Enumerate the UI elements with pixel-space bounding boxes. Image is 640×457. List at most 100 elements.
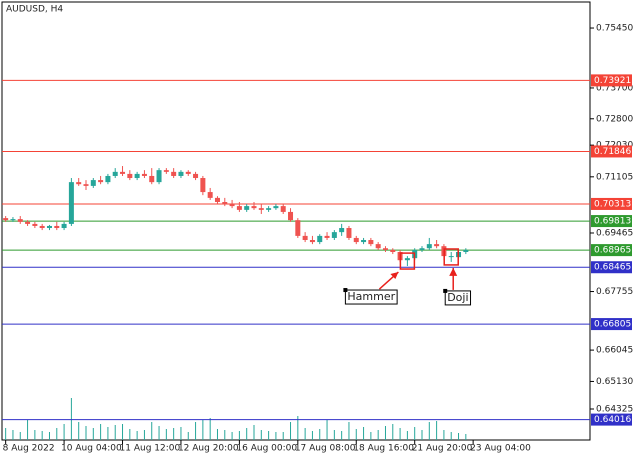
candle-body: [32, 223, 38, 226]
candle-body: [61, 223, 67, 229]
pattern-label-box: [344, 289, 398, 305]
arrow-head: [390, 272, 399, 280]
candle-body: [353, 237, 359, 243]
candle-body: [222, 201, 228, 205]
candle-body: [185, 171, 191, 174]
level-label-box: [591, 145, 632, 158]
candle-body: [375, 244, 381, 249]
candle-body: [368, 240, 374, 245]
candle-body: [463, 249, 469, 252]
candle-body: [229, 204, 235, 207]
arrow-head: [449, 267, 458, 276]
pattern-box: [399, 252, 416, 270]
candle-body: [156, 170, 162, 183]
candle-body: [288, 211, 294, 221]
candle-body: [141, 173, 147, 176]
y-tick-label: 0.65130: [596, 377, 633, 387]
x-tick-label: 16 Aug 00:00: [236, 444, 297, 454]
candle-body: [339, 228, 345, 233]
candle-body: [244, 206, 250, 210]
candle-body: [98, 180, 104, 183]
x-tick-label: 11 Aug 12:00: [120, 444, 181, 454]
candle-body: [39, 225, 45, 229]
level-label-box: [591, 318, 632, 331]
level-label: 0.70313: [594, 199, 631, 209]
candle-body: [171, 171, 177, 176]
candle-body: [214, 197, 220, 202]
anchor-dot: [343, 288, 348, 293]
candle-body: [273, 206, 279, 209]
level-label-box: [591, 74, 632, 87]
x-tick-label: 18 Aug 16:00: [353, 444, 414, 454]
y-tick-label: 0.72800: [596, 114, 633, 124]
y-tick-label: 0.64325: [596, 405, 633, 415]
chart-title: AUDUSD, H4: [6, 5, 63, 15]
y-tick-label: 0.66045: [596, 346, 633, 356]
level-label-box: [591, 413, 632, 426]
candle-body: [258, 208, 264, 210]
candle-body: [251, 206, 257, 209]
x-tick-label: 21 Aug 20:00: [412, 444, 473, 454]
candle-body: [127, 173, 133, 179]
level-label: 0.68465: [594, 263, 631, 273]
y-tick-label: 0.69465: [596, 228, 633, 238]
candle-body: [112, 171, 118, 176]
candle-body: [149, 175, 155, 183]
candle-body: [434, 244, 440, 247]
level-label: 0.66805: [594, 320, 631, 330]
candle-body: [3, 218, 9, 221]
x-tick-label: 10 Aug 04:00: [61, 444, 122, 454]
pattern-label: Doji: [447, 291, 468, 304]
candle-body: [317, 235, 323, 243]
candle-body: [236, 206, 242, 210]
level-label-box: [591, 244, 632, 257]
level-label: 0.73921: [594, 76, 631, 86]
candle-body: [266, 208, 272, 210]
level-label: 0.64016: [594, 415, 631, 425]
candle-body: [346, 228, 352, 238]
candle-body: [200, 178, 206, 193]
candle-body: [404, 258, 410, 261]
y-tick-label: 0.71105: [596, 172, 633, 182]
level-label: 0.68965: [594, 246, 631, 256]
level-label-box: [591, 215, 632, 228]
candle-body: [324, 235, 330, 238]
candle-body: [309, 240, 315, 243]
candle-body: [105, 175, 111, 183]
y-tick-label: 0.73700: [596, 83, 633, 93]
candle-body: [76, 182, 82, 185]
candle-body: [207, 192, 213, 198]
x-tick-label: 17 Aug 08:00: [295, 444, 356, 454]
x-tick-label: 12 Aug 20:00: [178, 444, 239, 454]
candle-body: [390, 249, 396, 252]
candle-body: [46, 225, 52, 229]
candle-body: [17, 219, 23, 222]
candle-body: [419, 248, 425, 250]
candle-body: [68, 182, 74, 224]
candle-body: [280, 206, 286, 212]
pattern-box: [443, 248, 459, 266]
candle-body: [302, 235, 308, 241]
level-label-box: [591, 261, 632, 274]
candle-body: [361, 240, 367, 243]
candle-body: [295, 220, 301, 236]
pattern-label-box: [444, 290, 472, 306]
candle-body: [10, 219, 16, 221]
candle-body: [178, 171, 184, 176]
x-tick-label: 8 Aug 2022: [3, 444, 55, 454]
candle-body: [163, 170, 169, 172]
candle-body: [426, 244, 432, 249]
pattern-label: Hammer: [347, 290, 395, 303]
candle-body: [25, 221, 31, 224]
candle-body: [54, 225, 60, 229]
candle-body: [90, 180, 96, 186]
candle-body: [134, 173, 140, 179]
candle-body: [83, 184, 89, 186]
candle-body: [193, 173, 199, 179]
x-tick-label: 23 Aug 04:00: [470, 444, 531, 454]
level-label: 0.69813: [594, 217, 631, 227]
candle-body: [382, 248, 388, 250]
level-label: 0.71846: [594, 147, 631, 157]
